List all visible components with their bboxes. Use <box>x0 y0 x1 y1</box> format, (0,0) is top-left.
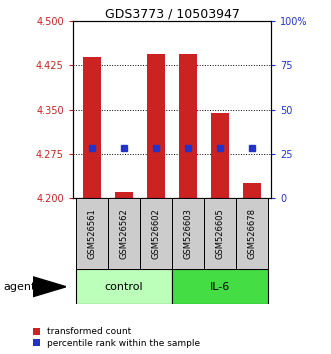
Text: GSM526605: GSM526605 <box>216 208 225 259</box>
Bar <box>76 269 172 304</box>
Text: control: control <box>105 282 143 292</box>
Bar <box>179 54 197 198</box>
Bar <box>236 198 268 269</box>
Bar <box>83 57 101 198</box>
Bar <box>115 192 133 198</box>
Bar <box>212 113 229 198</box>
Bar <box>76 198 108 269</box>
Text: IL-6: IL-6 <box>210 282 230 292</box>
Bar <box>172 269 268 304</box>
Text: GSM526561: GSM526561 <box>87 208 97 259</box>
Text: GSM526603: GSM526603 <box>184 208 193 259</box>
Text: GSM526562: GSM526562 <box>119 208 128 259</box>
Bar <box>108 198 140 269</box>
Legend: transformed count, percentile rank within the sample: transformed count, percentile rank withi… <box>31 326 202 349</box>
Text: GSM526678: GSM526678 <box>248 208 257 259</box>
Bar <box>204 198 236 269</box>
Bar <box>243 183 261 198</box>
Bar <box>147 54 165 198</box>
Title: GDS3773 / 10503947: GDS3773 / 10503947 <box>105 7 240 20</box>
Text: agent: agent <box>3 282 36 292</box>
Polygon shape <box>33 277 66 297</box>
Text: GSM526602: GSM526602 <box>152 208 161 259</box>
Bar <box>140 198 172 269</box>
Bar <box>172 198 204 269</box>
